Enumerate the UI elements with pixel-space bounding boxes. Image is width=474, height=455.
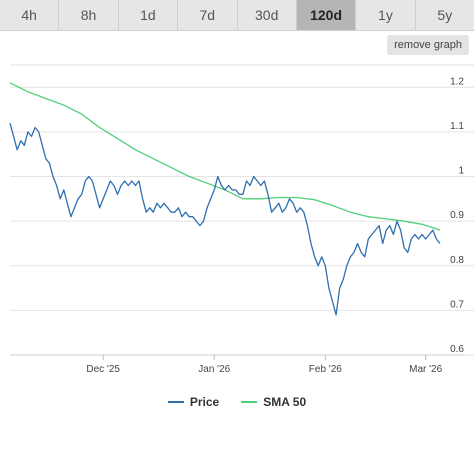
tab-4h[interactable]: 4h	[0, 0, 60, 30]
y-tick-label: 1.1	[450, 121, 464, 132]
y-tick-label: 1	[458, 166, 464, 177]
legend-price-swatch	[167, 401, 184, 403]
legend-sma-label: SMA 50	[263, 395, 307, 409]
y-tick-label: 0.6	[450, 344, 464, 355]
x-tick-label: Jan '26	[198, 364, 230, 375]
tab-8h[interactable]: 8h	[59, 0, 119, 30]
tab-1d[interactable]: 1d	[119, 0, 179, 30]
legend-sma[interactable]: SMA 50	[241, 392, 306, 412]
y-tick-label: 0.7	[450, 299, 464, 310]
x-tick-label: Dec '25	[86, 364, 120, 375]
y-tick-label: 0.9	[450, 210, 464, 221]
tab-120d[interactable]: 120d	[296, 0, 357, 30]
legend-price-label: Price	[189, 395, 220, 409]
timeframe-tabs: 4h 8h 1d 7d 30d 120d 1y 5y	[0, 0, 474, 31]
tab-7d[interactable]: 7d	[178, 0, 238, 30]
x-tick-label: Mar '26	[409, 364, 442, 375]
y-tick-label: 1.2	[450, 76, 464, 87]
remove-graph-button[interactable]: remove graph	[387, 35, 469, 55]
tab-30d[interactable]: 30d	[238, 0, 297, 30]
chart-legend: Price SMA 50	[0, 392, 474, 412]
price-series-line	[9, 122, 441, 316]
price-chart: 0.6 0.7 0.8 0.9 1 1.1 1.2 Dec '25 Jan '26 Feb '26…	[9, 64, 474, 375]
legend-sma-swatch	[241, 401, 258, 403]
tab-1y[interactable]: 1y	[356, 0, 416, 30]
y-tick-label: 0.8	[450, 255, 464, 266]
legend-price[interactable]: Price	[167, 392, 220, 412]
x-tick-label: Feb '26	[309, 364, 342, 375]
tab-5y[interactable]: 5y	[437, 7, 453, 23]
